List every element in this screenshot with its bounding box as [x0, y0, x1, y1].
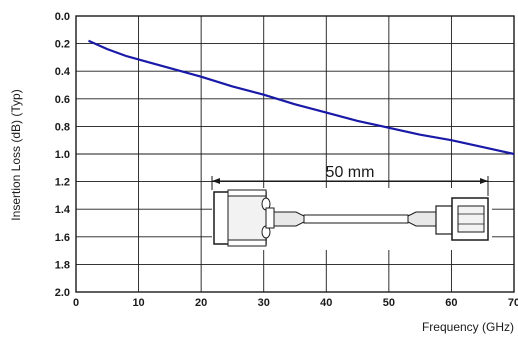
y-tick-label: 2.0 — [55, 287, 70, 299]
grid-lines — [75, 15, 515, 293]
x-axis-title: Frequency (GHz) — [422, 320, 514, 334]
y-tick-label: 0.4 — [55, 66, 71, 78]
y-tick-label: 1.2 — [55, 177, 70, 189]
y-tick-label: 0.2 — [55, 39, 70, 51]
x-tick-label: 50 — [383, 297, 395, 309]
y-tick-label: 0.8 — [55, 121, 70, 133]
y-tick-label: 0.0 — [55, 11, 70, 23]
y-tick-label: 0.6 — [55, 94, 70, 106]
x-tick-label: 40 — [320, 297, 332, 309]
cable-assembly-illustration: 50 mm — [211, 164, 492, 250]
tick-labels: 0 10 20 30 40 50 60 70 0.0 0.2 0.4 0.6 0.8 1.0 1.2 1.4 1… — [55, 11, 518, 309]
x-tick-label: 30 — [258, 297, 270, 309]
series-layer — [88, 39, 515, 156]
y-tick-label: 1.6 — [55, 232, 70, 244]
y-tick-label: 1.4 — [55, 204, 71, 216]
x-tick-label: 60 — [445, 297, 457, 309]
x-tick-label: 0 — [73, 297, 79, 309]
x-tick-label: 10 — [132, 297, 144, 309]
y-tick-label: 1.0 — [55, 149, 70, 161]
cable-length-annotation: 50 mm — [326, 164, 375, 181]
y-tick-label: 1.8 — [55, 259, 70, 271]
y-axis-title: Insertion Loss (dB) (Typ) — [9, 89, 23, 220]
x-tick-label: 20 — [195, 297, 207, 309]
series-line — [88, 39, 515, 156]
x-tick-label: 70 — [508, 297, 518, 309]
